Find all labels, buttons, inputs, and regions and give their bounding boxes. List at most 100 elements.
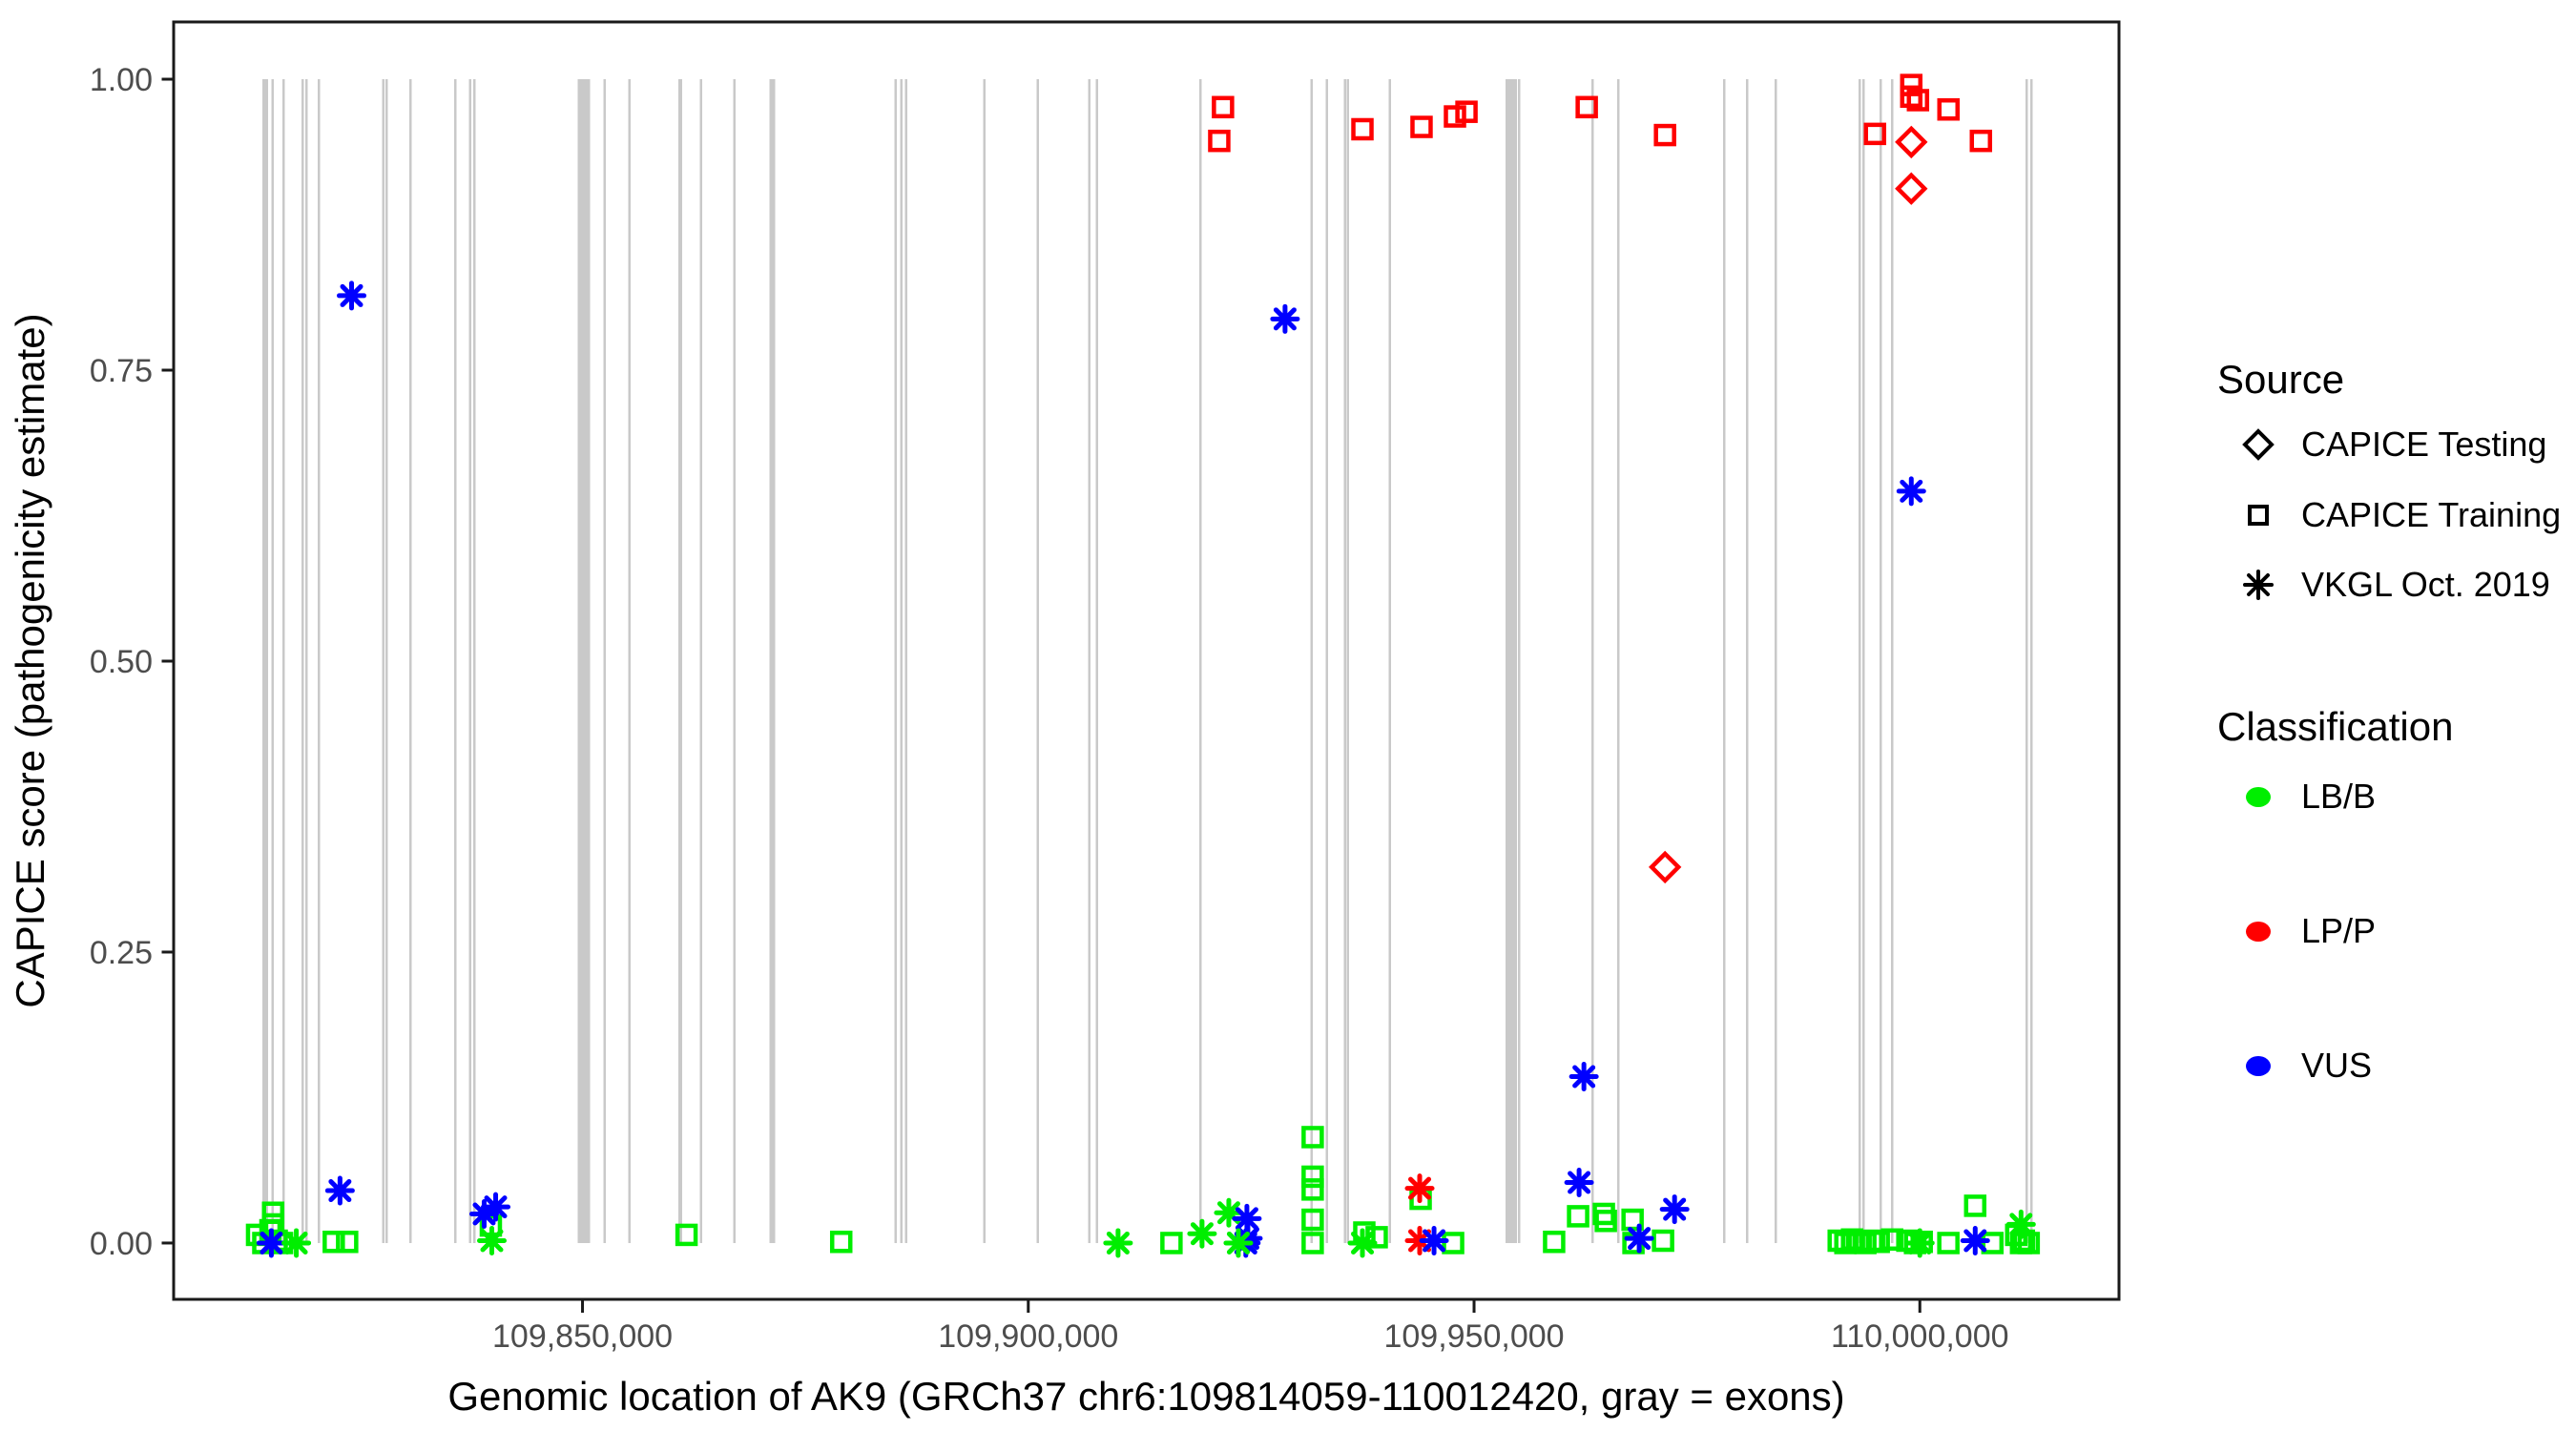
legend-classification-title: Classification — [2217, 704, 2454, 749]
legend: Source CAPICE Testing CAPICE Training — [2204, 0, 2572, 1431]
exon-bar — [301, 79, 304, 1243]
data-point-asterisk — [1419, 1226, 1449, 1256]
data-point-square — [1160, 1232, 1183, 1255]
exon-bar — [2030, 79, 2033, 1243]
panel-border — [172, 20, 2121, 1301]
exon-bar — [1745, 79, 1749, 1243]
data-point-square — [1854, 1232, 1877, 1255]
y-tick-label: 0.75 — [90, 353, 153, 389]
exon-bar — [1590, 79, 1594, 1243]
exon-bar — [769, 79, 776, 1243]
data-point-square — [1594, 1210, 1617, 1233]
exon-bar — [1517, 79, 1521, 1243]
y-tick-label: 0.50 — [90, 644, 153, 680]
data-point-square — [1900, 73, 1923, 96]
exon-bar — [1036, 79, 1040, 1243]
x-axis: 109,850,000 109,900,000 109,950,000 110,000… — [492, 1300, 2009, 1355]
exon-bar — [699, 79, 702, 1243]
exon-bar — [1722, 79, 1726, 1243]
exon-bar — [318, 79, 321, 1243]
exon-bar — [733, 79, 736, 1243]
data-point-asterisk — [1187, 1218, 1217, 1249]
data-point-asterisk — [1214, 1197, 1244, 1228]
data-point-asterisk — [1347, 1228, 1378, 1258]
exon-bar — [900, 79, 903, 1243]
legend-item-vkgl: VKGL Oct. 2019 — [2231, 561, 2550, 609]
legend-label: VUS — [2301, 1046, 2373, 1085]
exon-bar — [1879, 79, 1882, 1243]
data-point-square — [1567, 1205, 1589, 1228]
exon-bar — [577, 79, 591, 1243]
legend-label: CAPICE Training — [2301, 495, 2562, 534]
exon-bar — [454, 79, 457, 1243]
y-axis: 1.00 0.75 0.50 0.25 0.00 — [90, 62, 173, 1262]
exon-bar — [1506, 79, 1517, 1243]
exon-bar — [1774, 79, 1777, 1243]
exon-bar — [472, 79, 476, 1243]
exon-bar — [382, 79, 385, 1243]
data-point-asterisk — [281, 1228, 312, 1258]
x-tick-label: 109,900,000 — [938, 1318, 1118, 1355]
exon-bar — [1858, 79, 1861, 1243]
x-tick-label: 109,850,000 — [492, 1318, 673, 1355]
exon-bar — [271, 79, 274, 1243]
data-point-square — [1900, 85, 1923, 109]
y-axis-title: CAPICE score (pathogenicity estimate) — [8, 313, 52, 1007]
x-axis-title: Genomic location of AK9 (GRCh37 chr6:109… — [447, 1374, 1844, 1419]
data-point-square — [1937, 97, 1961, 121]
data-point-square — [1301, 1126, 1324, 1149]
exon-bar — [1890, 79, 1894, 1243]
data-point-square — [1575, 95, 1598, 119]
data-point-asterisk — [256, 1228, 286, 1258]
data-point-square — [1867, 1230, 1890, 1254]
data-points — [245, 73, 2041, 1258]
data-point-asterisk — [1103, 1228, 1133, 1258]
data-point-square — [1410, 115, 1433, 138]
exon-bar — [603, 79, 606, 1243]
data-point-asterisk — [1270, 303, 1300, 334]
y-tick-label: 1.00 — [90, 62, 153, 98]
exon-bar — [1325, 79, 1329, 1243]
y-tick-label: 0.25 — [90, 935, 153, 971]
data-point-asterisk — [337, 280, 367, 311]
data-point-square — [1653, 123, 1676, 147]
legend-item-lbb: LB/B — [2231, 773, 2376, 820]
data-point-square — [675, 1223, 698, 1247]
data-point-square — [1301, 1232, 1324, 1255]
exon-bar — [468, 79, 471, 1243]
data-point-square — [1351, 117, 1374, 141]
data-point-asterisk — [1659, 1194, 1690, 1225]
exon-bar — [1388, 79, 1392, 1243]
data-point-asterisk — [2005, 1209, 2036, 1239]
exon-bar — [983, 79, 986, 1243]
data-point-square — [1863, 122, 1887, 146]
y-tick-label: 0.00 — [90, 1226, 153, 1262]
diamond-icon — [2231, 421, 2286, 468]
exon-bar — [894, 79, 897, 1243]
exon-bar — [1310, 79, 1314, 1243]
legend-item-vus: VUS — [2231, 1042, 2372, 1089]
exon-bar — [261, 79, 268, 1243]
exon-bar — [904, 79, 907, 1243]
exon-bar — [384, 79, 388, 1243]
square-icon — [2231, 491, 2286, 539]
exon-bars — [261, 79, 2033, 1243]
data-point-asterisk — [1568, 1062, 1599, 1092]
legend-item-capice-training: CAPICE Training — [2231, 491, 2561, 539]
data-point-asterisk — [1223, 1228, 1254, 1258]
data-point-square — [1301, 1178, 1324, 1201]
data-point-square — [261, 1201, 285, 1224]
data-point-square — [829, 1230, 853, 1254]
data-point-diamond — [1895, 172, 1928, 205]
data-point-square — [322, 1230, 345, 1254]
data-point-square — [1937, 1232, 1960, 1255]
exon-bar — [678, 79, 683, 1243]
x-tick-label: 109,950,000 — [1383, 1318, 1564, 1355]
blue-dot-icon — [2231, 1042, 2286, 1089]
legend-label: LB/B — [2301, 777, 2377, 816]
exon-bar — [282, 79, 285, 1243]
data-point-diamond — [1895, 125, 1928, 159]
asterisk-icon — [2231, 561, 2286, 609]
legend-item-lpp: LP/P — [2231, 907, 2376, 955]
